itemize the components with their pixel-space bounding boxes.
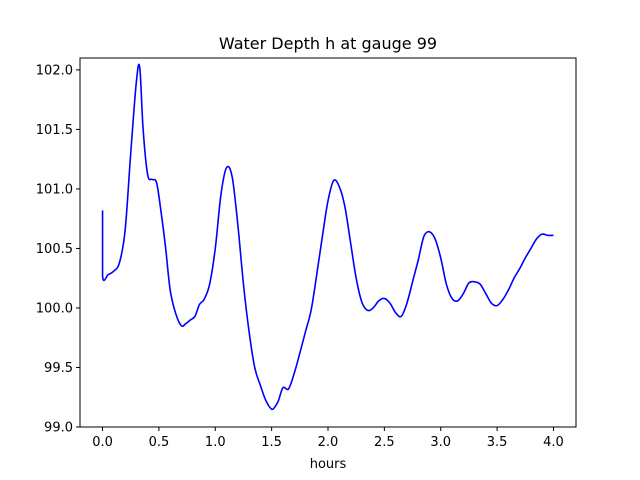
x-tick-label: 3.0 xyxy=(430,435,451,450)
y-tick-label: 101.5 xyxy=(36,123,73,138)
series-line xyxy=(101,63,554,411)
x-tick-label: 0.0 xyxy=(92,435,113,450)
x-tick-label: 2.5 xyxy=(374,435,395,450)
x-tick-label: 1.5 xyxy=(261,435,282,450)
x-tick-label: 4.0 xyxy=(543,435,564,450)
x-tick-label: 0.5 xyxy=(149,435,170,450)
x-axis: 0.0 0.5 1.0 1.5 2.0 2.5 3.0 3.5 4.0 xyxy=(92,427,564,450)
x-axis-label: hours xyxy=(310,457,347,472)
y-tick-label: 101.0 xyxy=(36,182,73,197)
x-tick-label: 3.5 xyxy=(487,435,508,450)
y-tick-label: 99.5 xyxy=(44,361,73,376)
y-tick-label: 99.0 xyxy=(44,421,73,436)
series-layer xyxy=(101,63,554,411)
chart-title: Water Depth h at gauge 99 xyxy=(219,34,437,53)
y-tick-label: 100.0 xyxy=(36,301,73,316)
y-tick-label: 100.5 xyxy=(36,242,73,257)
y-tick-label: 102.0 xyxy=(36,63,73,78)
x-tick-label: 2.0 xyxy=(318,435,339,450)
plot-background xyxy=(80,58,576,427)
x-tick-label: 1.0 xyxy=(205,435,226,450)
y-axis: 99.0 99.5 100.0 100.5 101.0 101.5 102.0 xyxy=(36,63,80,436)
